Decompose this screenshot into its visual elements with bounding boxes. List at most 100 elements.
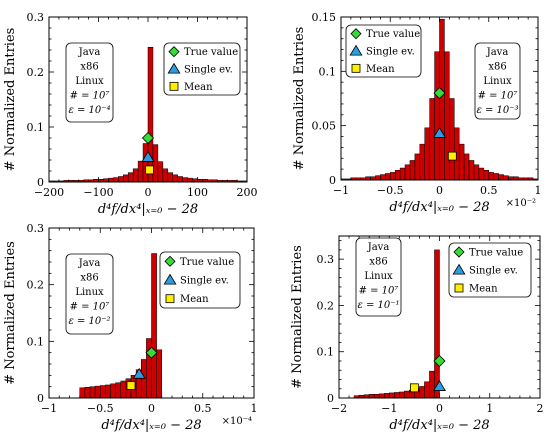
histogram-bar: [394, 392, 400, 399]
histogram-bar: [404, 390, 410, 399]
histogram-bar: [434, 51, 440, 181]
info-line: Linux: [75, 287, 104, 298]
x-axis-label: d⁴f/dx⁴|ₓ₌₀ − 28: [101, 418, 201, 433]
info-line: ε = 10⁻³: [476, 105, 518, 116]
histogram-bar: [172, 174, 178, 183]
legend-label: Mean: [469, 284, 498, 295]
true-value-marker: [145, 346, 158, 359]
mean-marker: [447, 151, 457, 161]
true-value-marker: [433, 354, 446, 368]
histogram-bar: [488, 172, 494, 181]
info-line: # = 10⁷: [359, 286, 399, 297]
histogram-bar: [373, 394, 380, 399]
histogram-bar: [177, 176, 183, 183]
x-tick-label: 1: [486, 402, 493, 415]
y-tick-label: 0: [37, 392, 44, 405]
x-axis-multiplier: ×10⁻⁴: [222, 416, 252, 427]
legend-single-ev-marker: [163, 273, 177, 285]
info-line: Java: [486, 47, 509, 58]
legend-label: Mean: [366, 64, 395, 75]
y-tick-label: 0.1: [27, 121, 45, 134]
info-box: [65, 42, 114, 123]
x-tick-label: −0.5: [87, 402, 114, 415]
histogram-bar: [89, 386, 96, 399]
histogram-bar: [152, 144, 159, 183]
info-line: # = 10⁷: [478, 91, 518, 102]
y-tick-label: 0.3: [27, 222, 45, 235]
chart-panel-2: −1 −0.5 0 0.5 1 0 0.05 0.1 0.15 d⁴f/dx⁴|ₓ₌₀ − 28 ×…: [292, 11, 542, 215]
x-tick-label: 1: [251, 402, 258, 415]
single-ev-marker: [433, 380, 446, 391]
histogram-bar: [79, 387, 86, 399]
y-tick-label: 0.2: [317, 299, 335, 312]
x-axis-label: d⁴f/dx⁴|ₓ₌₀ − 28: [389, 418, 489, 433]
histogram-bar: [94, 385, 101, 399]
true-value-marker: [141, 131, 155, 145]
x-tick-label: 0: [436, 402, 443, 415]
histogram-bar: [389, 392, 395, 399]
single-ev-marker: [141, 150, 155, 162]
histogram-bar: [390, 172, 396, 181]
x-tick-label: 0: [145, 186, 152, 199]
histogram-bar: [478, 167, 485, 181]
legend-single-ev-marker: [452, 263, 466, 275]
y-axis-label: # Normalized Entries: [3, 241, 18, 385]
histogram-bar: [409, 160, 416, 181]
histogram-bar: [115, 382, 121, 399]
legend-label: Single ev.: [366, 47, 415, 58]
histogram-bar: [468, 160, 475, 181]
histogram-bar: [399, 391, 405, 399]
legend-label: Single ev.: [180, 276, 229, 287]
y-tick-label: 0.1: [317, 346, 335, 359]
histogram-bar: [132, 168, 139, 183]
legend-box: [345, 24, 422, 78]
chart-panel-3: −1 −0.5 0 0.5 1 0 0.1 0.2 0.3 d⁴f/dx⁴|ₓ₌₀ − 28 ×10…: [3, 222, 258, 433]
legend-true-value-marker: [168, 46, 180, 58]
y-axis-label: # Normalized Entries: [292, 27, 307, 171]
mean-marker: [409, 383, 419, 393]
x-tick-label: −1: [381, 402, 397, 415]
info-line: Java: [78, 47, 101, 58]
x-tick-label: 0: [436, 184, 443, 197]
histogram-bar: [378, 393, 385, 399]
legend-mean-marker: [169, 81, 179, 91]
x-axis-multiplier: ×10⁻²: [506, 198, 536, 209]
histogram-bar: [399, 167, 406, 181]
histogram-bar: [449, 98, 455, 181]
histogram-bar: [113, 177, 119, 183]
histogram-bar: [120, 380, 127, 399]
y-axis-label: # Normalized Entries: [3, 28, 18, 172]
histogram-bar: [493, 173, 499, 181]
y-tick-label: 0.2: [27, 279, 45, 292]
x-tick-label: −2: [331, 402, 347, 415]
x-tick-label: −100: [83, 186, 113, 199]
legend-single-ev-marker: [167, 62, 181, 74]
y-tick-label: 0.15: [312, 11, 337, 24]
info-line: ε = 10⁻¹: [357, 300, 399, 311]
legend-mean-marker: [351, 63, 361, 73]
histogram-bar: [137, 160, 144, 183]
histogram-bar: [147, 47, 154, 183]
chart-panel-1: −200 −100 0 100 200 0 0.1 0.2 0.3 d⁴f/dx⁴|ₓ₌₀ − 2…: [3, 11, 258, 217]
y-tick-label: 0: [327, 392, 334, 405]
info-line: x86: [369, 257, 387, 268]
histogram-bar: [419, 143, 425, 181]
y-tick-label: 0: [37, 176, 44, 189]
info-line: ε = 10⁻²: [68, 316, 110, 327]
histogram-bar: [162, 168, 169, 183]
histogram-bar: [424, 127, 430, 181]
x-tick-label: −200: [34, 186, 64, 199]
info-line: x86: [80, 273, 98, 284]
histogram-bar: [463, 153, 470, 181]
y-tick-label: 0.3: [317, 253, 335, 266]
histogram-bar: [424, 381, 430, 399]
histogram-bar: [182, 177, 188, 183]
y-tick-label: 0.2: [27, 66, 45, 79]
histogram-bar: [414, 153, 421, 181]
legend-box: [448, 242, 532, 298]
legend-label: Mean: [184, 82, 213, 93]
histogram-bar: [444, 51, 450, 181]
histogram-bar: [142, 143, 149, 183]
legend-mean-marker: [165, 294, 175, 304]
x-tick-label: 0: [148, 402, 155, 415]
